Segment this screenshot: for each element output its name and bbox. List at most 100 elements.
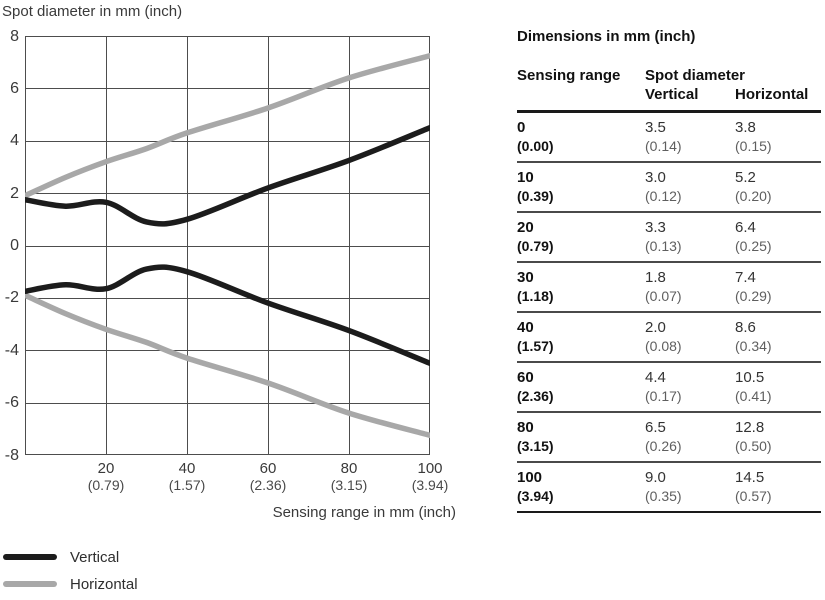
sensing-range-mm-value: 100 xyxy=(517,469,543,486)
y-tick-label: 2 xyxy=(10,184,19,202)
sensing-range-mm-value: 60 xyxy=(517,369,534,386)
sensing-range-inch-value: (3.94) xyxy=(517,488,554,504)
vertical-spot-diameter-mm-value: 2.0 xyxy=(645,319,666,336)
x-tick: 20 (0.79) xyxy=(76,460,136,493)
x-tick-inch: (2.36) xyxy=(249,477,287,493)
vertical-spot-diameter-mm-value: 3.0 xyxy=(645,169,666,186)
horizontal-spot-diameter-cell: 12.8 (0.50) xyxy=(735,418,821,456)
horizontal-spot-diameter-cell: 6.4 (0.25) xyxy=(735,218,821,256)
col-subheader-vertical: Vertical xyxy=(645,86,699,103)
horizontal-spot-diameter-mm-value: 14.5 xyxy=(735,469,765,486)
horizontal-curve-lower xyxy=(22,292,433,439)
table-row: 40 (1.57) 2.0 (0.08) 8.6 (0.34) xyxy=(517,313,821,363)
vertical-spot-diameter-cell: 6.5 (0.26) xyxy=(645,418,735,456)
vertical-spot-diameter-inch-value: (0.17) xyxy=(645,388,682,404)
horizontal-spot-diameter-cell: 10.5 (0.41) xyxy=(735,368,821,406)
horizontal-spot-diameter-mm-value: 10.5 xyxy=(735,369,765,386)
sensing-range-cell: 40 (1.57) xyxy=(517,318,645,356)
sensing-range-cell: 30 (1.18) xyxy=(517,268,645,306)
horizontal-spot-diameter-mm-value: 6.4 xyxy=(735,219,756,236)
sensing-range-inch-value: (0.00) xyxy=(517,138,554,154)
vertical-spot-diameter-cell: 3.5 (0.14) xyxy=(645,118,735,156)
y-tick-label: -8 xyxy=(4,446,19,464)
x-tick: 100 (3.94) xyxy=(400,460,460,493)
horizontal-spot-diameter-mm-value: 5.2 xyxy=(735,169,756,186)
sensing-range-cell: 20 (0.79) xyxy=(517,218,645,256)
horizontal-spot-diameter-cell: 3.8 (0.15) xyxy=(735,118,821,156)
horizontal-spot-diameter-inch-value: (0.57) xyxy=(735,488,772,504)
vertical-spot-diameter-inch-value: (0.14) xyxy=(645,138,682,154)
sensing-range-inch-value: (0.39) xyxy=(517,188,554,204)
table-title: Dimensions in mm (inch) xyxy=(517,28,696,45)
x-tick-mm: 40 xyxy=(178,460,196,477)
vertical-spot-diameter-inch-value: (0.35) xyxy=(645,488,682,504)
vertical-spot-diameter-cell: 4.4 (0.17) xyxy=(645,368,735,406)
table-row: 0 (0.00) 3.5 (0.14) 3.8 (0.15) xyxy=(517,113,821,163)
horizontal-spot-diameter-mm-value: 3.8 xyxy=(735,119,756,136)
table-body: 0 (0.00) 3.5 (0.14) 3.8 (0.15) 10 (0.39) 3.0 (0.1… xyxy=(517,113,821,513)
vertical-curve-upper xyxy=(22,124,433,227)
x-tick-inch: (3.15) xyxy=(330,477,368,493)
table-row: 100 (3.94) 9.0 (0.35) 14.5 (0.57) xyxy=(517,463,821,513)
x-tick: 60 (2.36) xyxy=(238,460,298,493)
horizontal-spot-diameter-inch-value: (0.20) xyxy=(735,188,772,204)
sensing-range-cell: 10 (0.39) xyxy=(517,168,645,206)
vertical-spot-diameter-mm-value: 1.8 xyxy=(645,269,666,286)
horizontal-spot-diameter-cell: 7.4 (0.29) xyxy=(735,268,821,306)
sensing-range-inch-value: (0.79) xyxy=(517,238,554,254)
x-tick-mm: 80 xyxy=(340,460,358,477)
table-row: 60 (2.36) 4.4 (0.17) 10.5 (0.41) xyxy=(517,363,821,413)
horizontal-spot-diameter-cell: 8.6 (0.34) xyxy=(735,318,821,356)
sensing-range-inch-value: (2.36) xyxy=(517,388,554,404)
horizontal-spot-diameter-inch-value: (0.15) xyxy=(735,138,772,154)
y-tick-label: -4 xyxy=(4,341,19,359)
x-tick-inch: (0.79) xyxy=(87,477,125,493)
table-row: 30 (1.18) 1.8 (0.07) 7.4 (0.29) xyxy=(517,263,821,313)
horizontal-spot-diameter-mm-value: 8.6 xyxy=(735,319,756,336)
table-row: 20 (0.79) 3.3 (0.13) 6.4 (0.25) xyxy=(517,213,821,263)
sensing-range-mm-value: 0 xyxy=(517,119,526,136)
vertical-spot-diameter-inch-value: (0.07) xyxy=(645,288,682,304)
vertical-spot-diameter-cell: 3.0 (0.12) xyxy=(645,168,735,206)
table-header: Sensing range Spot diameter Vertical Hor… xyxy=(517,66,821,113)
dimensions-table: Dimensions in mm (inch) Sensing range Sp… xyxy=(517,28,821,513)
vertical-spot-diameter-inch-value: (0.08) xyxy=(645,338,682,354)
table-row: 10 (0.39) 3.0 (0.12) 5.2 (0.20) xyxy=(517,163,821,213)
x-tick-inch: (1.57) xyxy=(168,477,206,493)
vertical-curve-lower xyxy=(22,264,433,367)
horizontal-spot-diameter-inch-value: (0.25) xyxy=(735,238,772,254)
sensing-range-mm-value: 80 xyxy=(517,419,534,436)
chart-title: Spot diameter in mm (inch) xyxy=(2,3,183,20)
y-axis-tick-labels: 8 6 4 2 0 -2 -4 -6 -8 xyxy=(0,28,21,464)
x-tick: 80 (3.15) xyxy=(319,460,379,493)
vertical-spot-diameter-mm-value: 3.3 xyxy=(645,219,666,236)
sensing-range-cell: 60 (2.36) xyxy=(517,368,645,406)
y-tick-label: -6 xyxy=(4,394,19,412)
vertical-spot-diameter-mm-value: 6.5 xyxy=(645,419,666,436)
horizontal-curve-upper xyxy=(22,52,433,199)
legend-label: Horizontal xyxy=(70,575,138,593)
horizontal-spot-diameter-mm-value: 7.4 xyxy=(735,269,756,286)
sensing-range-inch-value: (3.15) xyxy=(517,438,554,454)
chart-legend: Vertical Horizontal xyxy=(3,547,138,594)
sensing-range-inch-value: (1.18) xyxy=(517,288,554,304)
x-tick-mm: 100 xyxy=(417,460,443,477)
col-subheader-horizontal: Horizontal xyxy=(735,86,809,103)
sensing-range-mm-value: 30 xyxy=(517,269,534,286)
legend-label: Vertical xyxy=(70,548,120,566)
vertical-spot-diameter-cell: 2.0 (0.08) xyxy=(645,318,735,356)
vertical-spot-diameter-mm-value: 9.0 xyxy=(645,469,666,486)
sensing-range-inch-value: (1.57) xyxy=(517,338,554,354)
col-header-spot-diameter: Spot diameter xyxy=(645,67,746,84)
spot-diameter-plot xyxy=(22,36,433,455)
horizontal-spot-diameter-cell: 14.5 (0.57) xyxy=(735,468,821,506)
horizontal-spot-diameter-inch-value: (0.41) xyxy=(735,388,772,404)
legend-item-vertical: Vertical xyxy=(3,547,138,567)
vertical-spot-diameter-inch-value: (0.13) xyxy=(645,238,682,254)
y-tick-label: 6 xyxy=(10,79,19,97)
y-tick-label: 4 xyxy=(10,132,19,150)
y-tick-label: 8 xyxy=(10,27,19,45)
vertical-line-swatch xyxy=(3,554,57,560)
vertical-spot-diameter-cell: 1.8 (0.07) xyxy=(645,268,735,306)
vertical-spot-diameter-cell: 3.3 (0.13) xyxy=(645,218,735,256)
